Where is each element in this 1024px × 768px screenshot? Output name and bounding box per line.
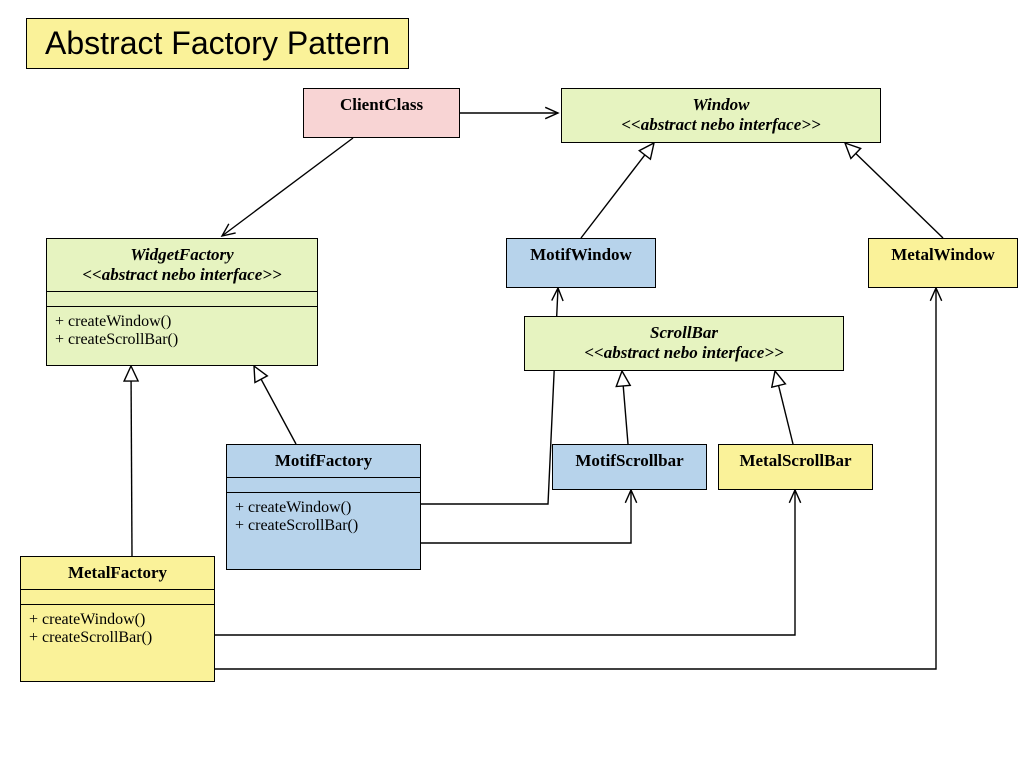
stereotype-label: <<abstract nebo interface>>: [570, 115, 872, 135]
class-header: WidgetFactory<<abstract nebo interface>>: [47, 239, 317, 291]
method-entry: + createWindow(): [29, 611, 206, 629]
class-header: ClientClass: [304, 89, 459, 121]
class-header: Window<<abstract nebo interface>>: [562, 89, 880, 141]
method-entry: + createScrollBar(): [235, 517, 412, 535]
class-header: MotifScrollbar: [553, 445, 706, 477]
class-attributes-empty: [227, 477, 420, 492]
class-header: MetalWindow: [869, 239, 1017, 271]
class-methods: + createWindow()+ createScrollBar(): [47, 306, 317, 355]
class-name: WidgetFactory: [55, 245, 309, 265]
method-entry: + createWindow(): [55, 313, 309, 331]
class-widgetFactory: WidgetFactory<<abstract nebo interface>>…: [46, 238, 318, 366]
class-attributes-empty: [47, 291, 317, 306]
class-header: MetalScrollBar: [719, 445, 872, 477]
class-metalWindow: MetalWindow: [868, 238, 1018, 288]
class-methods: + createWindow()+ createScrollBar(): [21, 604, 214, 653]
stereotype-label: <<abstract nebo interface>>: [55, 265, 309, 285]
class-motifWindow: MotifWindow: [506, 238, 656, 288]
class-name: Window: [570, 95, 872, 115]
class-motifScrollbar: MotifScrollbar: [552, 444, 707, 490]
stereotype-label: <<abstract nebo interface>>: [533, 343, 835, 363]
class-header: MetalFactory: [21, 557, 214, 589]
class-metalScrollbar: MetalScrollBar: [718, 444, 873, 490]
class-methods: + createWindow()+ createScrollBar(): [227, 492, 420, 541]
method-entry: + createWindow(): [235, 499, 412, 517]
class-attributes-empty: [21, 589, 214, 604]
class-name: MotifScrollbar: [561, 451, 698, 471]
class-name: MetalFactory: [29, 563, 206, 583]
method-entry: + createScrollBar(): [29, 629, 206, 647]
class-client: ClientClass: [303, 88, 460, 138]
class-motifFactory: MotifFactory + createWindow()+ createScro…: [226, 444, 421, 570]
class-name: ClientClass: [312, 95, 451, 115]
class-header: MotifFactory: [227, 445, 420, 477]
class-header: ScrollBar<<abstract nebo interface>>: [525, 317, 843, 369]
class-name: MetalWindow: [877, 245, 1009, 265]
class-name: MotifWindow: [515, 245, 647, 265]
class-name: ScrollBar: [533, 323, 835, 343]
diagram-title: Abstract Factory Pattern: [26, 18, 409, 69]
class-header: MotifWindow: [507, 239, 655, 271]
class-scrollbar: ScrollBar<<abstract nebo interface>>: [524, 316, 844, 371]
class-name: MetalScrollBar: [727, 451, 864, 471]
method-entry: + createScrollBar(): [55, 331, 309, 349]
class-window: Window<<abstract nebo interface>>: [561, 88, 881, 143]
class-metalFactory: MetalFactory + createWindow()+ createScro…: [20, 556, 215, 682]
class-name: MotifFactory: [235, 451, 412, 471]
